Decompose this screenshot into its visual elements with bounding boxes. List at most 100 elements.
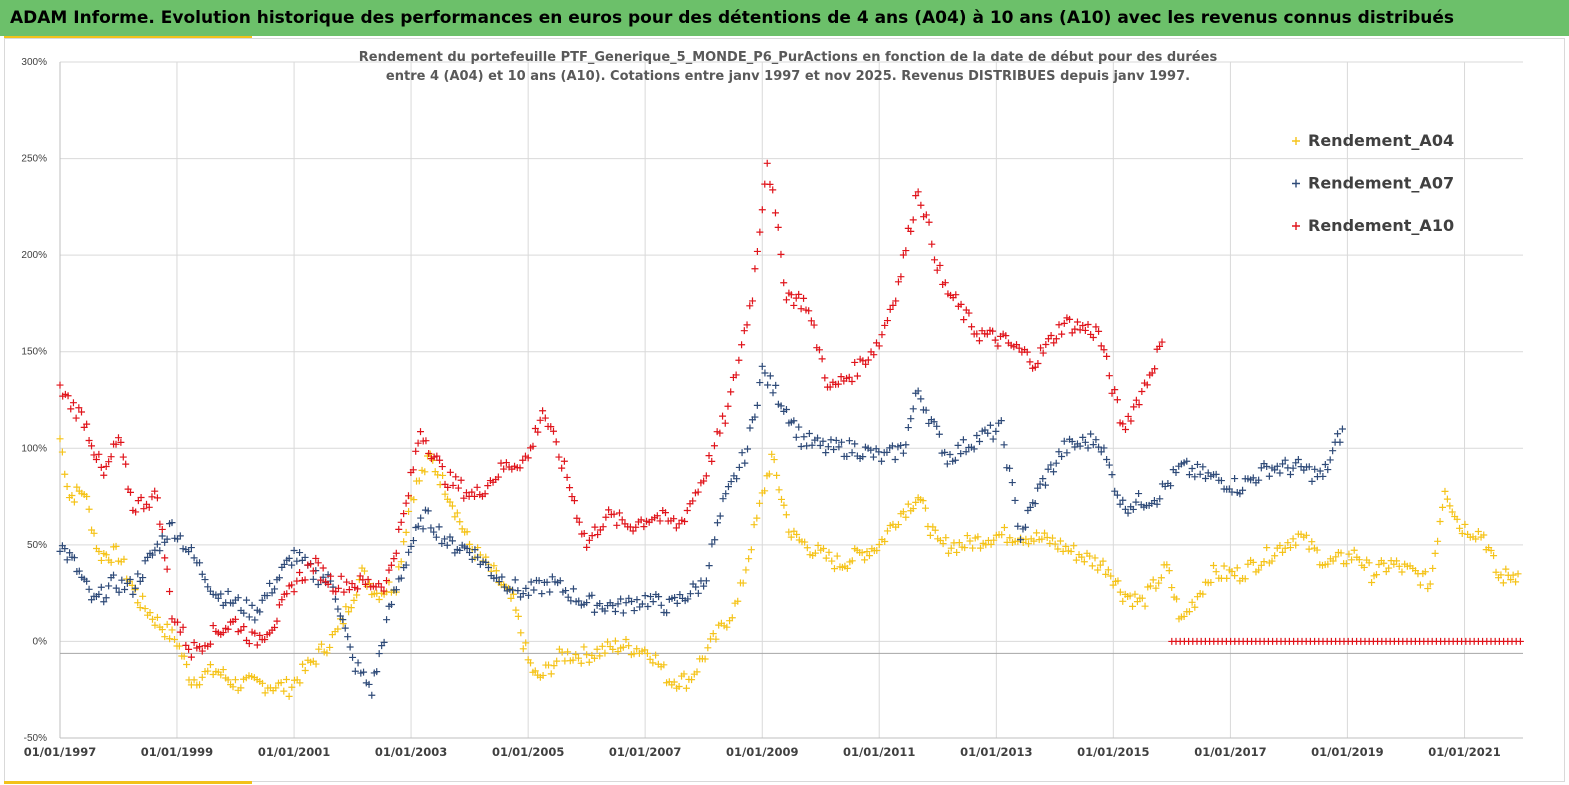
data-point-marker — [761, 487, 769, 495]
data-point-marker — [67, 405, 75, 413]
data-point-marker — [1067, 548, 1075, 556]
data-point-marker — [1033, 529, 1041, 537]
data-point-marker — [334, 625, 342, 633]
data-point-marker — [107, 453, 115, 461]
data-point-marker — [661, 509, 669, 517]
data-point-marker — [965, 309, 973, 317]
data-point-marker — [1102, 570, 1110, 578]
data-point-marker — [649, 598, 657, 606]
data-point-marker — [97, 556, 105, 564]
data-point-marker — [1146, 582, 1154, 590]
data-point-marker — [1453, 515, 1461, 523]
legend-marker — [1292, 179, 1300, 188]
data-point-marker — [185, 645, 193, 653]
data-point-marker — [219, 666, 227, 674]
data-point-marker — [613, 521, 621, 529]
data-point-marker — [290, 546, 298, 554]
data-point-marker — [912, 192, 920, 200]
data-point-marker — [1060, 319, 1068, 327]
data-point-marker — [628, 597, 636, 605]
data-point-marker — [190, 676, 198, 684]
data-point-marker — [552, 438, 560, 446]
data-point-marker — [834, 380, 842, 388]
data-point-marker — [719, 412, 727, 420]
data-point-marker — [897, 273, 905, 281]
data-point-marker — [1249, 558, 1257, 566]
data-point-marker — [83, 577, 91, 585]
data-point-marker — [473, 483, 481, 491]
data-point-marker — [365, 680, 373, 688]
data-point-marker — [451, 513, 459, 521]
data-point-marker — [1516, 637, 1524, 645]
data-point-marker — [448, 502, 456, 510]
data-point-marker — [827, 436, 835, 444]
data-point-marker — [633, 645, 641, 653]
data-point-marker — [756, 379, 764, 387]
data-point-marker — [1076, 442, 1084, 450]
data-point-marker — [764, 381, 772, 389]
data-point-marker — [546, 588, 554, 596]
data-point-marker — [1096, 561, 1104, 569]
data-point-marker — [446, 533, 454, 541]
data-point-marker — [114, 434, 122, 442]
data-point-marker — [312, 660, 320, 668]
data-point-marker — [904, 500, 912, 508]
data-point-marker — [859, 453, 867, 461]
data-point-marker — [417, 514, 425, 522]
data-point-marker — [365, 580, 373, 588]
data-point-marker — [1124, 412, 1132, 420]
data-point-marker — [1129, 602, 1137, 610]
data-point-marker — [912, 498, 920, 506]
data-point-marker — [448, 537, 456, 545]
data-point-marker — [380, 638, 388, 646]
data-point-marker — [1095, 327, 1103, 335]
x-tick-label: 01/01/2015 — [1077, 745, 1149, 759]
data-point-marker — [684, 595, 692, 603]
data-point-marker — [63, 483, 71, 491]
data-point-marker — [1073, 318, 1081, 326]
series-rendement-a10 — [1168, 637, 1524, 645]
data-point-marker — [1311, 465, 1319, 473]
data-point-marker — [987, 540, 995, 548]
data-point-marker — [693, 668, 701, 676]
data-point-marker — [824, 443, 832, 451]
data-point-marker — [555, 453, 563, 461]
data-point-marker — [1249, 474, 1257, 482]
data-point-marker — [1355, 556, 1363, 564]
data-point-marker — [1156, 495, 1164, 503]
data-point-marker — [148, 615, 156, 623]
data-point-marker — [397, 574, 405, 582]
data-point-marker — [580, 529, 588, 537]
data-point-marker — [217, 671, 225, 679]
data-point-marker — [463, 528, 471, 536]
data-point-marker — [383, 616, 391, 624]
data-point-marker — [1316, 467, 1324, 475]
data-point-marker — [519, 645, 527, 653]
data-point-marker — [507, 594, 515, 602]
data-point-marker — [251, 616, 259, 624]
data-point-marker — [973, 330, 981, 338]
data-point-marker — [622, 635, 630, 643]
data-point-marker — [1210, 562, 1218, 570]
data-point-marker — [1060, 437, 1068, 445]
data-point-marker — [110, 571, 118, 579]
data-point-marker — [745, 555, 753, 563]
data-point-marker — [426, 450, 434, 458]
data-point-marker — [1131, 590, 1139, 598]
data-point-marker — [443, 541, 451, 549]
data-point-marker — [314, 559, 322, 567]
data-point-marker — [1047, 461, 1055, 469]
data-point-marker — [883, 527, 891, 535]
data-point-marker — [649, 659, 657, 667]
data-point-marker — [935, 430, 943, 438]
data-point-marker — [1132, 498, 1140, 506]
data-point-marker — [1185, 608, 1193, 616]
data-point-marker — [277, 679, 285, 687]
data-point-marker — [656, 517, 664, 525]
data-point-marker — [105, 458, 113, 466]
data-point-marker — [936, 261, 944, 269]
data-point-marker — [190, 639, 198, 647]
data-point-marker — [392, 586, 400, 594]
data-point-marker — [925, 218, 933, 226]
data-point-marker — [641, 592, 649, 600]
